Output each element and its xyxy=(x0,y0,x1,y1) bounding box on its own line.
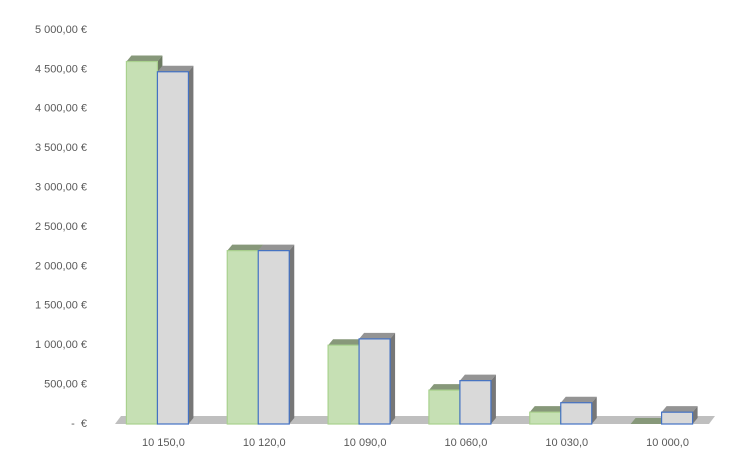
bar-top xyxy=(328,339,365,346)
bar-side xyxy=(390,332,396,424)
bar-top xyxy=(459,374,496,381)
bar-side xyxy=(490,374,496,424)
bar-top xyxy=(258,244,295,251)
bar xyxy=(660,411,694,425)
bar-top xyxy=(661,406,698,413)
bar xyxy=(257,250,290,425)
y-tick-label: 3 000,00 € xyxy=(35,182,87,194)
x-tick-label: 10 090,0 xyxy=(344,437,387,449)
bar xyxy=(358,338,391,425)
bar xyxy=(156,71,190,425)
y-tick-label: 1 500,00 € xyxy=(35,300,87,312)
y-tick-label: 5 000,00 € xyxy=(35,24,87,36)
bar xyxy=(226,250,259,425)
bar-side xyxy=(692,406,698,424)
bar-side xyxy=(188,65,194,424)
bar-top xyxy=(126,55,163,62)
bar xyxy=(560,402,593,425)
y-tick-label: 3 500,00 € xyxy=(35,142,87,154)
y-tick-label: 500,00 € xyxy=(44,379,87,391)
x-tick-label: 10 030,0 xyxy=(545,437,588,449)
floor xyxy=(115,416,715,424)
bar-top xyxy=(227,244,264,251)
bar xyxy=(529,411,562,425)
x-tick-label: 10 060,0 xyxy=(445,437,488,449)
x-tick-label: 10 120,0 xyxy=(243,437,286,449)
bar xyxy=(125,60,159,425)
x-tick-label: 10 150,0 xyxy=(142,437,185,449)
bar-top xyxy=(359,332,396,339)
y-tick-label: 2 500,00 € xyxy=(35,221,87,233)
bar xyxy=(327,344,360,425)
y-tick-label: - € xyxy=(71,418,87,430)
y-tick-label: 1 000,00 € xyxy=(35,339,87,351)
bar-top xyxy=(630,418,667,424)
bar-side xyxy=(289,244,295,424)
bar xyxy=(459,380,492,425)
y-tick-label: 4 000,00 € xyxy=(35,103,87,115)
bar xyxy=(428,389,461,425)
bar-top xyxy=(529,406,566,413)
bar-top xyxy=(428,384,465,391)
y-tick-label: 4 500,00 € xyxy=(35,63,87,75)
x-tick-label: 10 000,0 xyxy=(646,437,689,449)
bar-side xyxy=(591,396,597,424)
bar-top xyxy=(157,65,194,72)
y-tick-label: 2 000,00 € xyxy=(35,260,87,272)
bar-top xyxy=(560,396,597,403)
